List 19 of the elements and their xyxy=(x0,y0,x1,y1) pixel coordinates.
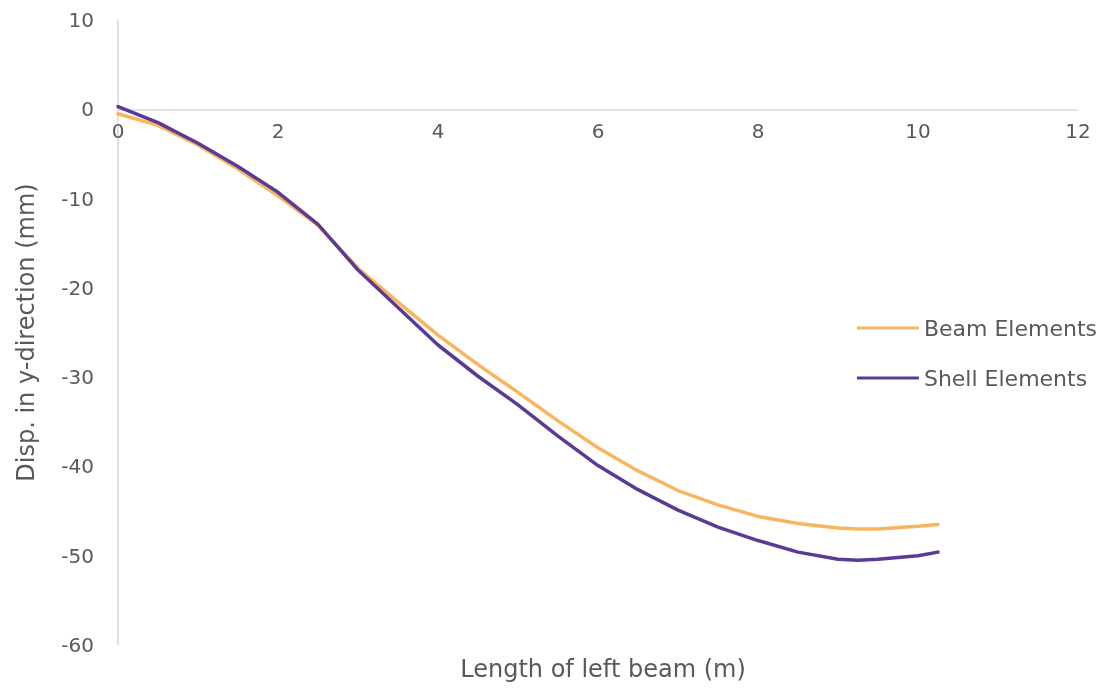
x-tick-label: 4 xyxy=(431,119,445,144)
x-tick-label: 0 xyxy=(111,119,125,144)
x-tick-label: 10 xyxy=(905,119,931,144)
y-tick-label: -10 xyxy=(61,186,94,211)
y-tick-label: 0 xyxy=(81,97,94,122)
x-tick-label: 6 xyxy=(591,119,605,144)
y-tick-label: -30 xyxy=(61,365,94,390)
x-tick-label: 12 xyxy=(1065,119,1091,144)
x-axis-title: Length of left beam (m) xyxy=(460,655,746,683)
y-tick-label: -40 xyxy=(61,454,94,479)
y-axis-title: Disp. in y-direction (mm) xyxy=(12,183,40,482)
x-tick-label: 2 xyxy=(271,119,285,144)
legend-label: Shell Elements xyxy=(923,365,1088,391)
y-tick-label: 10 xyxy=(68,8,94,32)
y-tick-label: -50 xyxy=(61,543,94,568)
y-tick-label: -60 xyxy=(61,633,94,657)
x-tick-label: 8 xyxy=(751,119,765,144)
legend-label: Beam Elements xyxy=(923,315,1097,341)
y-tick-label: -20 xyxy=(61,275,94,300)
